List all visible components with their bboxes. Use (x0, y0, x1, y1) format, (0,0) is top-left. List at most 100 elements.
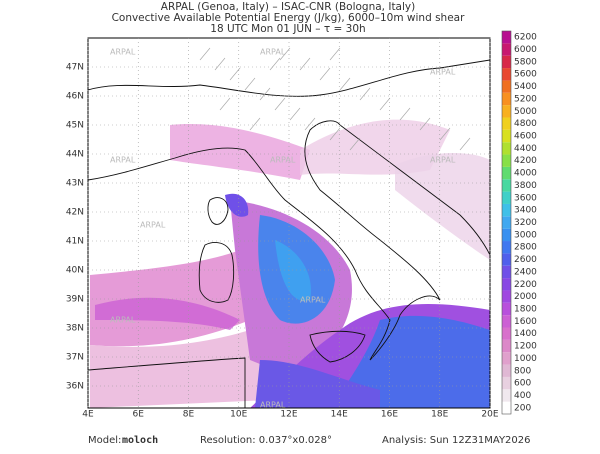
colorbar-box (502, 154, 511, 167)
wind-barbs (199, 47, 471, 151)
colorbar-label: 800 (514, 366, 531, 376)
colorbar-label: 6200 (514, 33, 537, 43)
colorbar-box (502, 389, 511, 402)
colorbar-box (502, 253, 511, 266)
colorbar-label: 5000 (514, 107, 537, 117)
lon-label: 12E (280, 410, 297, 420)
watermark: ARPAL (270, 156, 296, 165)
colorbar-label: 2000 (514, 292, 537, 302)
watermark: ARPAL (300, 296, 326, 305)
colorbar-label: 1000 (514, 354, 537, 364)
colorbar-box (502, 302, 511, 316)
colorbar-label: 5800 (514, 57, 537, 67)
colorbar-label: 400 (514, 391, 531, 401)
colorbar-box (502, 92, 511, 106)
footer-resolution: Resolution: 0.037°x0.028° (200, 435, 332, 446)
lon-label: 16E (381, 410, 398, 420)
lat-label: 38N (66, 324, 84, 334)
colorbar-label: 1800 (514, 304, 537, 314)
lat-label: 43N (66, 179, 84, 189)
colorbar-label: 5400 (514, 82, 537, 92)
colorbar-box (502, 315, 511, 328)
colorbar-label: 2200 (514, 280, 537, 290)
header-line: ARPAL (Genoa, Italy) – ISAC-CNR (Bologna… (161, 1, 415, 13)
watermark: ARPAL (140, 221, 166, 230)
lat-label: 46N (66, 92, 84, 102)
colorbar-box (502, 179, 511, 192)
colorbar-box (502, 216, 511, 229)
lon-label: 10E (230, 410, 247, 420)
colorbar-box (502, 68, 511, 81)
lat-label: 40N (66, 266, 84, 276)
colorbar-box (502, 105, 511, 118)
colorbar-box (502, 339, 511, 353)
colorbar-label: 4200 (514, 156, 537, 166)
watermark: ARPAL (430, 68, 456, 77)
colorbar-label: 1200 (514, 342, 537, 352)
lat-label: 41N (66, 237, 84, 247)
colorbar-label: 4000 (514, 169, 537, 179)
colorbar-box (502, 241, 511, 254)
colorbar-box (502, 166, 511, 180)
lon-label: 20E (481, 410, 498, 420)
colorbar-box (502, 265, 511, 279)
header-line: 18 UTC Mon 01 JUN – τ = 30h (210, 23, 365, 35)
colorbar-frame (501, 30, 512, 415)
lat-label: 45N (66, 121, 84, 131)
lat-label: 39N (66, 295, 84, 305)
lon-label: 6E (133, 410, 145, 420)
colorbar-label: 3000 (514, 230, 537, 240)
lat-label: 37N (66, 353, 84, 363)
colorbar-box (502, 191, 511, 204)
lat-label: 47N (66, 63, 84, 73)
lon-label: 18E (431, 410, 448, 420)
colorbar-label: 2800 (514, 243, 537, 253)
lon-label: 14E (331, 410, 348, 420)
colorbar-box (502, 117, 511, 130)
colorbar-label: 3200 (514, 218, 537, 228)
colorbar-label: 3600 (514, 193, 537, 203)
colorbar-label: 2600 (514, 255, 537, 265)
colorbar-label: 1600 (514, 317, 537, 327)
colorbar-label: 2400 (514, 267, 537, 277)
footer-model-label: Model: (88, 435, 121, 446)
colorbar-label: 5600 (514, 70, 537, 80)
colorbar-label: 600 (514, 379, 531, 389)
watermark: ARPAL (260, 48, 286, 57)
watermark: ARPAL (430, 156, 456, 165)
colorbar-box (502, 364, 511, 377)
lat-label: 36N (66, 382, 84, 392)
colorbar-label: 200 (514, 403, 531, 413)
colorbar-label: 4400 (514, 144, 537, 154)
watermark: ARPAL (110, 48, 136, 57)
colorbar-box (502, 401, 511, 414)
colorbar-label: 4800 (514, 119, 537, 129)
lat-label: 42N (66, 208, 84, 218)
colorbar-box (502, 352, 511, 365)
watermark: ARPAL (110, 316, 136, 325)
colorbar-label: 4600 (514, 132, 537, 142)
colorbar-label: 3800 (514, 181, 537, 191)
colorbar-box (502, 129, 511, 143)
watermark: ARPAL (260, 401, 286, 410)
colorbar-label: 3400 (514, 206, 537, 216)
colorbar-label: 1400 (514, 329, 537, 339)
colorbar-label: 6000 (514, 45, 537, 55)
watermark: ARPAL (110, 156, 136, 165)
colorbar-box (502, 142, 511, 155)
colorbar-box (502, 290, 511, 303)
colorbar-box (502, 203, 511, 217)
lon-label: 8E (183, 410, 195, 420)
colorbar: 200 400 600 800 1000 1200 1400 1600 1800 2000 2200… (501, 30, 537, 415)
lon-label: 4E (82, 410, 94, 420)
axis-labels: 47N 46N 45N 44N 43N 42N 41N 40N 39N 38N 37N 36N 4E 6E… (66, 48, 499, 420)
colorbar-box (502, 55, 511, 69)
graticule (87, 38, 491, 408)
colorbar-box (502, 278, 511, 291)
colorbar-box (502, 228, 511, 242)
colorbar-label: 5200 (514, 94, 537, 104)
colorbar-box (502, 43, 511, 56)
footer-analysis: Analysis: Sun 12Z31MAY2026 (382, 435, 531, 446)
footer-model: moloch (122, 435, 158, 446)
